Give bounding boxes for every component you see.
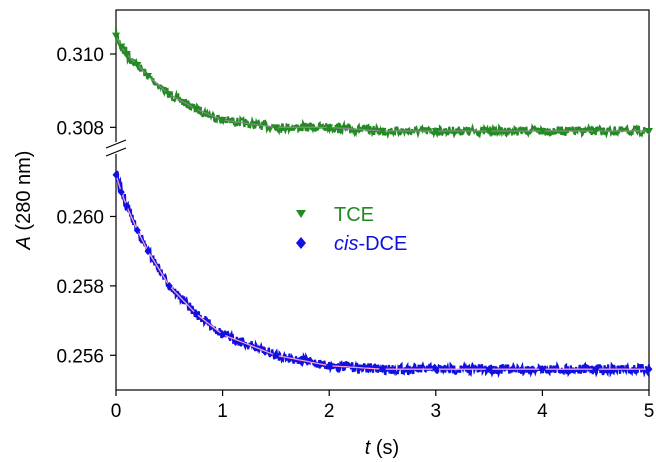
data-point xyxy=(325,124,334,132)
series-fit-line-1 xyxy=(115,174,649,370)
legend-marker-cis-dce xyxy=(296,237,306,249)
legend: TCE cis-DCE xyxy=(296,204,407,255)
data-point xyxy=(165,91,174,99)
legend-marker-tce xyxy=(296,210,306,218)
x-tick-label: 1 xyxy=(217,401,228,422)
data-point xyxy=(133,226,141,235)
y-tick-label: 0.256 xyxy=(56,346,104,367)
series-trace-0 xyxy=(114,28,651,140)
data-point xyxy=(219,330,227,339)
data-point xyxy=(144,247,152,256)
cis-dce-data-group xyxy=(112,170,653,379)
y-tick-label: 0.260 xyxy=(56,207,104,228)
data-point xyxy=(143,73,152,80)
data-point xyxy=(133,62,142,69)
plot-frame xyxy=(115,9,650,391)
data-point xyxy=(432,365,440,374)
tce-data-group xyxy=(112,28,653,140)
data-point xyxy=(165,281,173,290)
axis-break-mark xyxy=(105,139,127,149)
legend-label-cis-dce: cis-DCE xyxy=(334,233,407,255)
data-point xyxy=(592,365,600,374)
data-point xyxy=(122,51,131,58)
x-tick-label: 3 xyxy=(431,401,442,422)
data-point xyxy=(591,128,600,135)
data-point xyxy=(538,365,546,374)
data-point xyxy=(117,188,125,197)
x-tick-label: 0 xyxy=(111,401,122,422)
series-trace-1 xyxy=(114,170,651,379)
data-point xyxy=(431,128,440,135)
data-point xyxy=(123,202,131,211)
data-point xyxy=(485,365,493,374)
data-point xyxy=(378,128,387,135)
axis-break-mark xyxy=(105,147,127,157)
y-axis-label: A (280 nm) xyxy=(13,151,35,251)
y-tick-label: 0.308 xyxy=(56,118,104,139)
data-point xyxy=(538,128,547,135)
y-tick-label: 0.258 xyxy=(56,277,104,298)
ticks-group: 0 1 2 3 4 5 0.310 0.308 0.260 0.258 0.256 xyxy=(56,45,654,422)
x-axis-label: t (s) xyxy=(365,437,399,459)
legend-label-tce: TCE xyxy=(334,204,374,226)
x-tick-label: 2 xyxy=(324,401,335,422)
series-fit-line-0 xyxy=(115,35,649,132)
data-point xyxy=(485,128,494,135)
x-tick-label: 4 xyxy=(537,401,548,422)
data-point xyxy=(645,365,653,374)
data-point xyxy=(117,43,126,51)
data-point xyxy=(379,365,386,374)
data-point xyxy=(271,124,280,132)
y-tick-label: 0.310 xyxy=(56,45,104,66)
x-tick-label: 5 xyxy=(644,401,655,422)
data-point xyxy=(645,128,653,135)
data-point xyxy=(192,309,200,318)
data-point xyxy=(112,32,120,40)
data-point xyxy=(112,170,120,179)
data-point xyxy=(218,117,227,124)
data-point xyxy=(191,106,200,113)
axis-break-gap xyxy=(106,142,126,154)
data-point xyxy=(272,351,280,360)
data-point xyxy=(325,361,333,370)
